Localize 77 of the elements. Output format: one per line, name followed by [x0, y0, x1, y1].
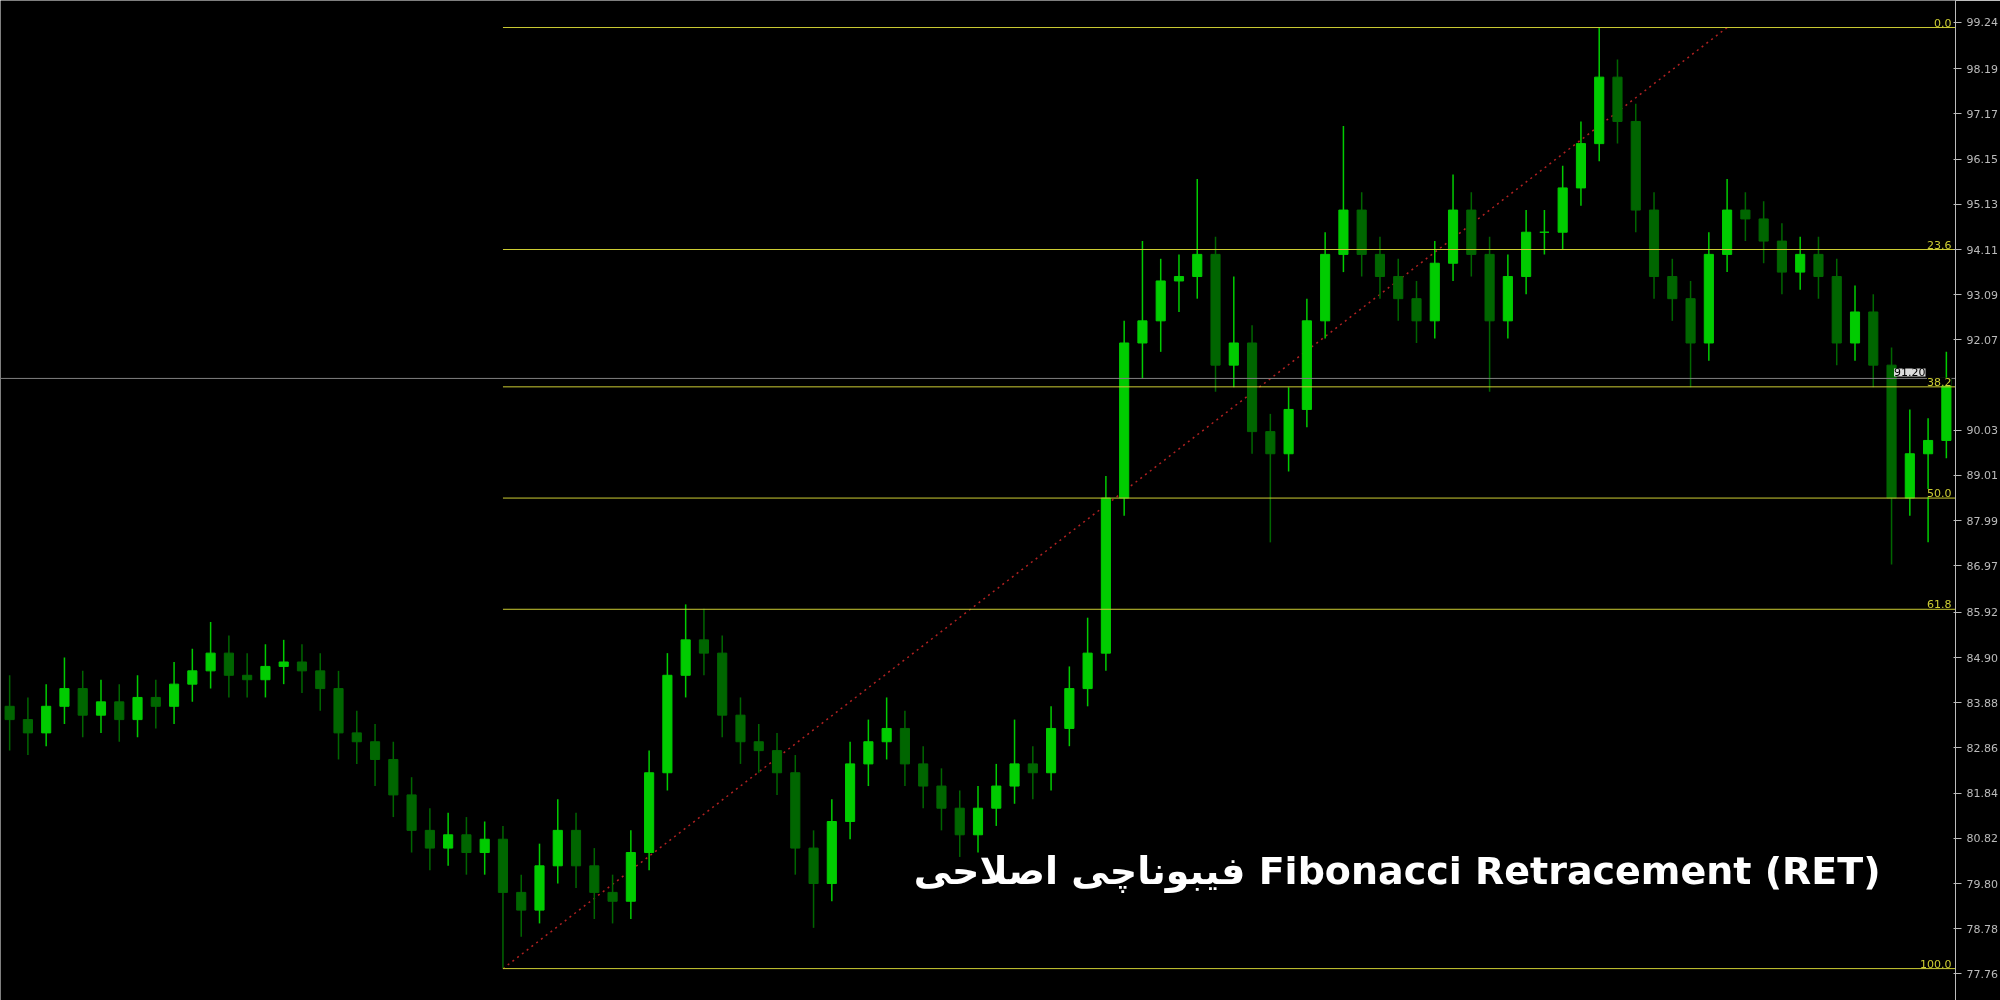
candlestick [1137, 240, 1148, 380]
candlestick [1813, 235, 1824, 300]
candlestick [424, 807, 435, 871]
candlestick [1009, 718, 1020, 805]
candlestick [278, 639, 289, 685]
candlestick [22, 696, 33, 756]
candlestick [1173, 253, 1185, 313]
y-tick-label: 80.82 [1966, 832, 1998, 846]
annotation: 23.6 [1927, 238, 1952, 252]
candlestick [296, 643, 308, 694]
candlestick [607, 873, 618, 925]
candlestick [936, 767, 947, 832]
candlestick [1027, 745, 1038, 801]
candlestick [223, 634, 234, 699]
candlestick [1667, 258, 1678, 322]
candlestick [150, 678, 161, 730]
annotation: 50.0 [1927, 487, 1952, 501]
candlestick [1740, 191, 1751, 242]
y-tick-label: 97.17 [1966, 107, 1998, 121]
y-tick-label: 98.19 [1966, 62, 1998, 76]
candlestick [205, 621, 216, 690]
candlestick [1411, 280, 1422, 344]
candlestick [59, 656, 70, 725]
y-tick-label: 92.07 [1966, 333, 1998, 347]
candlestick [132, 674, 143, 739]
candlestick [1539, 209, 1550, 256]
candlestick [991, 763, 1002, 827]
y-tick-label: 85.92 [1966, 606, 1998, 620]
ref-line-label: 91.20 [1894, 366, 1926, 380]
candlestick [698, 608, 709, 677]
candlestick [242, 652, 253, 699]
candlestick [881, 696, 892, 761]
annotation: 0.0 [1934, 16, 1952, 30]
candlestick [516, 873, 527, 938]
candlestick [95, 678, 107, 734]
candlestick [1374, 235, 1386, 300]
y-tick-label: 95.13 [1966, 198, 1998, 212]
y-tick-label: 82.86 [1966, 741, 1998, 755]
y-tick-label: 89.01 [1966, 469, 1998, 483]
candlestick [315, 652, 326, 712]
candlestick [4, 674, 15, 752]
candlestick [187, 647, 198, 703]
candlestick [351, 709, 362, 765]
candlestick [479, 820, 490, 876]
y-tick-label: 78.78 [1966, 922, 1998, 936]
candlestick [114, 683, 125, 743]
y-tick-label: 99.24 [1966, 16, 1998, 30]
candlestick [753, 723, 764, 774]
y-tick-label: 87.99 [1966, 514, 1998, 528]
y-tick-label: 77.76 [1966, 967, 1998, 981]
annotation: 61.8 [1927, 598, 1952, 612]
candlestick [169, 661, 180, 725]
candlestick [771, 732, 783, 796]
y-tick-label: 81.84 [1966, 787, 1998, 801]
candlestick [1192, 178, 1203, 300]
candlestick [1393, 258, 1404, 322]
candlestick [1265, 413, 1276, 544]
y-tick-label: 79.80 [1966, 877, 1998, 891]
candlestick [369, 723, 381, 787]
y-tick-label: 94.11 [1966, 243, 1998, 257]
y-tick-label: 96.15 [1966, 153, 1998, 167]
y-tick-label: 84.90 [1966, 651, 1998, 665]
candlestick [260, 643, 271, 699]
candlestick [863, 718, 874, 787]
candlestick [443, 811, 454, 867]
annotation: 100.0 [1920, 957, 1952, 971]
candlestick [1228, 275, 1239, 389]
candlestick [918, 745, 929, 809]
y-tick-label: 90.03 [1966, 424, 1998, 438]
y-tick-label: 93.09 [1966, 288, 1998, 302]
text: فیبوناچی اصلاحی Fibonacci Retracement (RET) [913, 848, 1881, 893]
candlestick [461, 816, 472, 876]
candlestick [1758, 200, 1769, 264]
annotation: 38.2 [1927, 375, 1952, 389]
candlestick [1795, 235, 1806, 291]
y-tick-label: 83.88 [1966, 696, 1998, 710]
y-tick-label: 86.97 [1966, 559, 1998, 573]
